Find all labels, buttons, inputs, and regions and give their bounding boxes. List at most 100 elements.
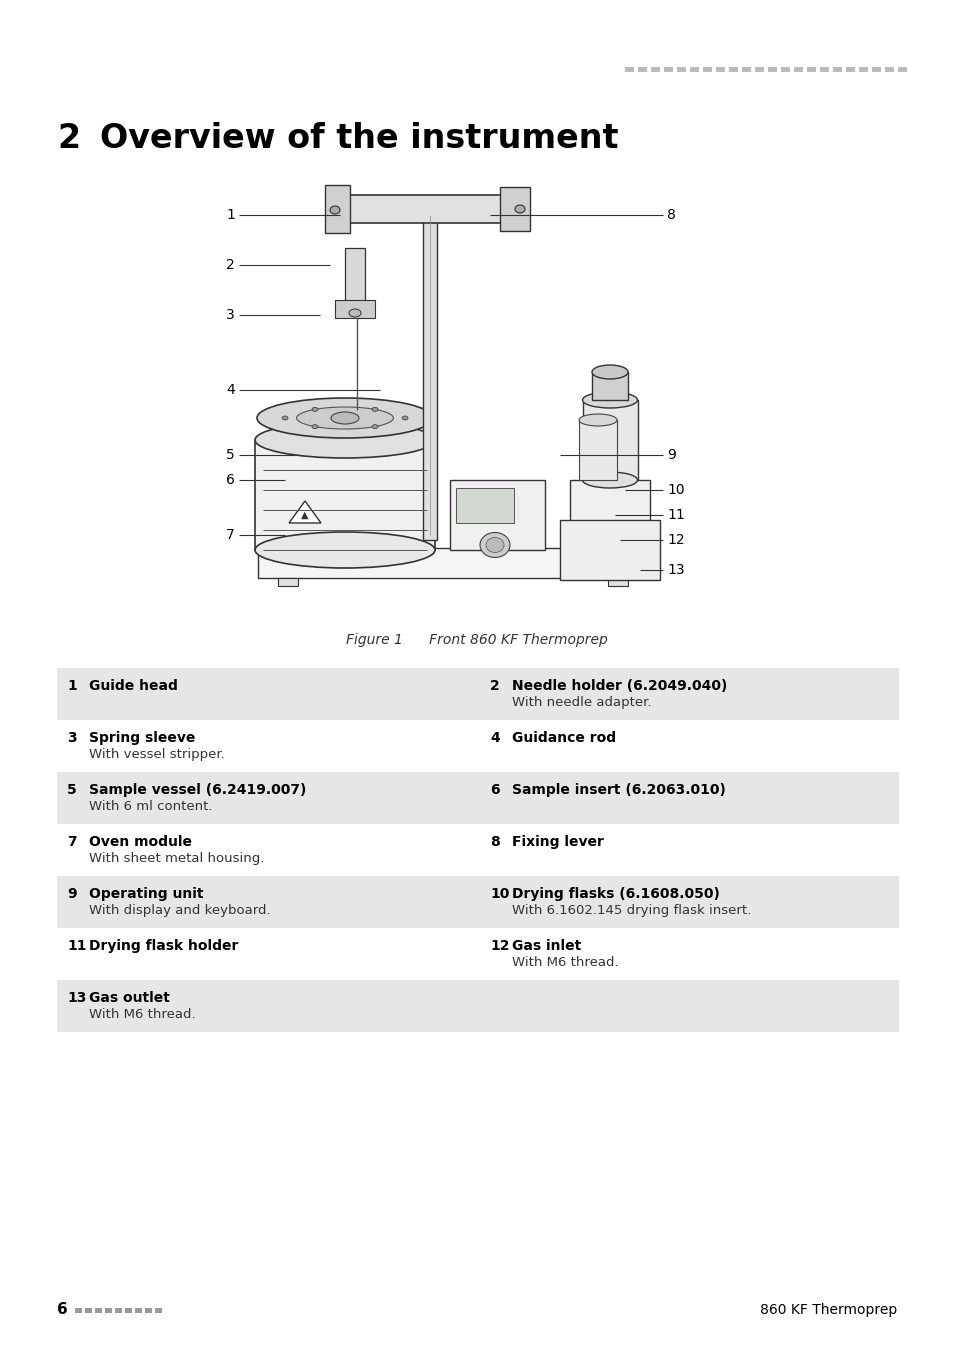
Text: Figure 1      Front 860 KF Thermoprep: Figure 1 Front 860 KF Thermoprep xyxy=(346,633,607,647)
Bar xyxy=(257,548,647,578)
Text: 5: 5 xyxy=(226,448,234,462)
Text: 2: 2 xyxy=(226,258,234,271)
Text: Guidance rod: Guidance rod xyxy=(512,730,616,745)
Bar xyxy=(650,68,659,72)
Bar xyxy=(638,68,646,72)
Bar xyxy=(57,824,898,876)
Text: Needle holder (6.2049.040): Needle holder (6.2049.040) xyxy=(512,679,726,693)
Text: With M6 thread.: With M6 thread. xyxy=(89,1008,195,1021)
Ellipse shape xyxy=(296,406,393,429)
Text: 4: 4 xyxy=(490,730,499,745)
Bar xyxy=(677,68,685,72)
Text: 7: 7 xyxy=(67,836,76,849)
Bar xyxy=(335,300,375,319)
Text: 7: 7 xyxy=(226,528,234,541)
Text: 12: 12 xyxy=(666,533,684,547)
Bar xyxy=(57,927,898,980)
Text: 12: 12 xyxy=(490,940,509,953)
Text: 4: 4 xyxy=(226,383,234,397)
Bar xyxy=(897,68,906,72)
Bar xyxy=(450,481,544,549)
Bar xyxy=(781,68,789,72)
Text: 9: 9 xyxy=(67,887,76,900)
Text: 6: 6 xyxy=(490,783,499,796)
Bar xyxy=(105,1308,112,1314)
Text: With sheet metal housing.: With sheet metal housing. xyxy=(89,852,264,865)
Text: 1: 1 xyxy=(226,208,234,221)
Bar xyxy=(135,1308,142,1314)
Bar xyxy=(345,248,365,308)
Bar xyxy=(820,68,828,72)
Text: Overview of the instrument: Overview of the instrument xyxy=(100,122,618,154)
Text: Drying flask holder: Drying flask holder xyxy=(89,940,238,953)
Text: 10: 10 xyxy=(666,483,684,497)
Bar xyxy=(125,1308,132,1314)
Text: Guide head: Guide head xyxy=(89,679,177,693)
Text: 860 KF Thermoprep: 860 KF Thermoprep xyxy=(759,1303,896,1318)
Ellipse shape xyxy=(582,392,637,408)
Text: Drying flasks (6.1608.050): Drying flasks (6.1608.050) xyxy=(512,887,720,900)
Bar xyxy=(592,373,627,400)
Bar xyxy=(422,211,436,540)
Bar xyxy=(741,68,750,72)
Bar xyxy=(57,980,898,1031)
Text: 10: 10 xyxy=(490,887,509,900)
Text: 3: 3 xyxy=(67,730,76,745)
Ellipse shape xyxy=(254,532,435,568)
Bar xyxy=(767,68,776,72)
Ellipse shape xyxy=(515,205,524,213)
Bar xyxy=(57,876,898,927)
Text: 8: 8 xyxy=(490,836,499,849)
Ellipse shape xyxy=(254,423,435,458)
Bar xyxy=(456,487,514,522)
Bar xyxy=(330,194,515,223)
Text: Oven module: Oven module xyxy=(89,836,192,849)
Text: 2: 2 xyxy=(490,679,499,693)
Bar xyxy=(569,481,649,560)
Text: With M6 thread.: With M6 thread. xyxy=(512,956,618,969)
Text: 2: 2 xyxy=(57,122,80,154)
Bar xyxy=(884,68,893,72)
Text: 11: 11 xyxy=(67,940,87,953)
Ellipse shape xyxy=(256,398,433,437)
Bar xyxy=(578,420,617,481)
Text: 13: 13 xyxy=(666,563,684,576)
Text: With display and keyboard.: With display and keyboard. xyxy=(89,904,271,917)
Bar xyxy=(95,1308,102,1314)
Ellipse shape xyxy=(312,408,317,412)
Text: 11: 11 xyxy=(666,508,684,522)
Text: 8: 8 xyxy=(666,208,675,221)
Bar xyxy=(689,68,699,72)
Bar xyxy=(806,68,815,72)
Text: 13: 13 xyxy=(67,991,87,1004)
Ellipse shape xyxy=(282,416,288,420)
Bar xyxy=(277,578,297,586)
Text: With 6.1602.145 drying flask insert.: With 6.1602.145 drying flask insert. xyxy=(512,904,750,917)
Text: Sample insert (6.2063.010): Sample insert (6.2063.010) xyxy=(512,783,725,796)
Ellipse shape xyxy=(372,408,377,412)
Ellipse shape xyxy=(349,309,360,317)
Bar xyxy=(154,1308,162,1314)
Bar xyxy=(858,68,867,72)
Bar xyxy=(624,68,634,72)
Text: 3: 3 xyxy=(226,308,234,323)
Bar xyxy=(845,68,854,72)
Bar xyxy=(325,185,350,234)
Bar xyxy=(57,668,898,720)
Text: 6: 6 xyxy=(57,1303,68,1318)
Bar xyxy=(75,1308,82,1314)
Text: Gas outlet: Gas outlet xyxy=(89,991,170,1004)
Ellipse shape xyxy=(312,425,317,429)
Text: 6: 6 xyxy=(226,472,234,487)
Bar xyxy=(57,720,898,772)
Ellipse shape xyxy=(578,414,617,427)
Ellipse shape xyxy=(330,207,339,215)
Text: With 6 ml content.: With 6 ml content. xyxy=(89,801,213,813)
Text: With needle adapter.: With needle adapter. xyxy=(512,697,651,709)
Text: 9: 9 xyxy=(666,448,675,462)
Text: ▲: ▲ xyxy=(301,510,309,520)
Bar xyxy=(499,188,530,231)
Bar xyxy=(716,68,724,72)
Bar xyxy=(85,1308,91,1314)
Bar xyxy=(702,68,711,72)
